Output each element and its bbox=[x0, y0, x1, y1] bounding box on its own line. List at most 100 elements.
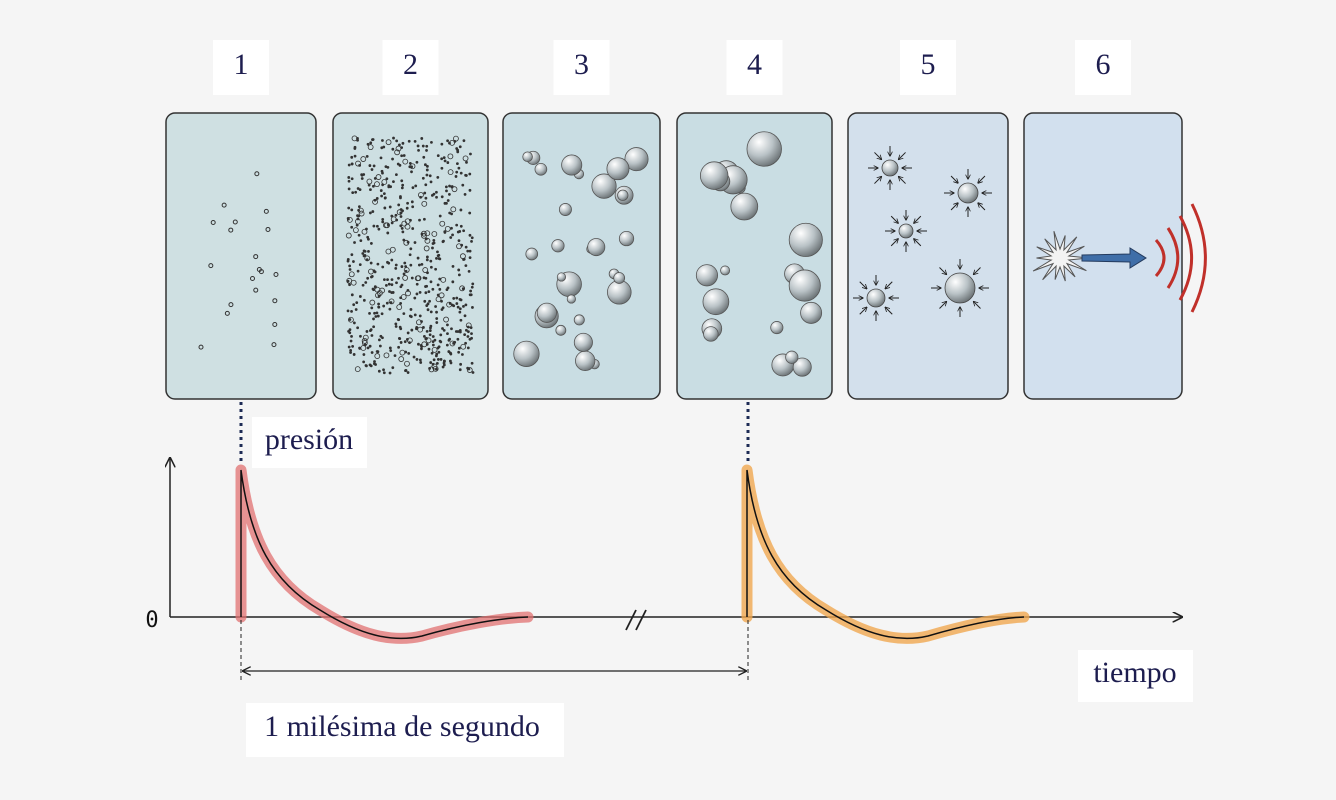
nucleus bbox=[405, 338, 409, 341]
nucleus bbox=[447, 350, 451, 353]
nucleus bbox=[422, 334, 426, 338]
label-box bbox=[252, 417, 367, 468]
nucleus bbox=[415, 358, 419, 361]
nucleus bbox=[455, 162, 459, 166]
nucleus bbox=[221, 202, 227, 208]
nucleus bbox=[397, 203, 401, 207]
pressure-pulse bbox=[235, 464, 534, 644]
nucleus bbox=[413, 296, 417, 300]
nucleus bbox=[455, 223, 459, 227]
nucleus bbox=[416, 319, 422, 326]
panel-number: 1 bbox=[234, 48, 249, 81]
nucleus bbox=[387, 261, 391, 265]
nucleus bbox=[468, 249, 472, 253]
nucleus bbox=[402, 154, 406, 157]
nucleus bbox=[346, 259, 350, 263]
nucleus bbox=[370, 351, 374, 354]
nucleus bbox=[415, 327, 418, 331]
bubble bbox=[699, 161, 729, 190]
nucleus bbox=[369, 188, 372, 192]
bubble bbox=[566, 294, 576, 304]
nucleus bbox=[453, 135, 459, 142]
nucleus bbox=[376, 262, 380, 266]
nucleus bbox=[350, 155, 354, 159]
bubble bbox=[792, 357, 812, 377]
panel bbox=[502, 112, 661, 400]
nucleus bbox=[451, 280, 455, 284]
nucleus bbox=[402, 158, 409, 165]
nucleus bbox=[391, 147, 395, 151]
nucleus bbox=[366, 346, 370, 350]
nucleus bbox=[446, 323, 449, 327]
time-label: tiempo bbox=[1093, 656, 1176, 689]
nucleus bbox=[446, 139, 449, 143]
nucleus bbox=[360, 156, 367, 162]
nucleus bbox=[397, 345, 401, 349]
nucleus bbox=[458, 310, 462, 314]
bubble bbox=[720, 265, 731, 276]
nucleus bbox=[363, 249, 367, 253]
nucleus bbox=[381, 218, 385, 221]
nucleus bbox=[396, 162, 400, 166]
bubble bbox=[587, 238, 606, 257]
nucleus bbox=[435, 361, 439, 365]
nucleus bbox=[461, 183, 465, 187]
implosion-arrow bbox=[874, 176, 881, 184]
nucleus bbox=[449, 361, 453, 365]
nucleus bbox=[388, 290, 391, 293]
nucleus bbox=[350, 279, 357, 286]
bubble bbox=[575, 350, 596, 372]
nucleus bbox=[361, 252, 365, 255]
nucleus bbox=[400, 265, 404, 268]
nucleus bbox=[397, 276, 400, 280]
nucleus bbox=[346, 309, 350, 313]
nucleus bbox=[438, 257, 442, 261]
nucleus bbox=[422, 326, 425, 329]
nucleus bbox=[435, 256, 438, 260]
panels: 1 2 3 4 5 6 bbox=[165, 40, 1207, 400]
nucleus bbox=[371, 210, 375, 213]
panel-content bbox=[1032, 203, 1207, 313]
nucleus bbox=[347, 176, 351, 179]
nucleus bbox=[437, 350, 441, 354]
pressure-label: presión bbox=[265, 423, 353, 456]
nucleus bbox=[381, 220, 385, 224]
nucleus bbox=[390, 221, 394, 225]
nucleus bbox=[372, 164, 376, 168]
nucleus bbox=[448, 184, 451, 188]
nucleus bbox=[421, 144, 425, 148]
nucleus bbox=[464, 341, 467, 345]
nucleus bbox=[359, 239, 363, 243]
nucleus bbox=[445, 343, 449, 347]
nucleus bbox=[348, 268, 352, 271]
nucleus bbox=[422, 217, 426, 221]
nucleus bbox=[457, 350, 461, 354]
implosion-arrow bbox=[890, 239, 898, 247]
nucleus bbox=[370, 306, 374, 310]
nucleus bbox=[423, 191, 427, 195]
nucleus bbox=[436, 250, 439, 254]
nucleus bbox=[382, 192, 386, 196]
nucleus bbox=[258, 269, 264, 275]
nucleus bbox=[421, 176, 425, 180]
nucleus bbox=[415, 292, 419, 296]
bubble bbox=[881, 159, 899, 177]
nucleus bbox=[394, 322, 398, 326]
nucleus bbox=[427, 347, 431, 351]
nucleus bbox=[362, 360, 366, 364]
nucleus bbox=[368, 164, 372, 167]
nucleus bbox=[423, 245, 430, 252]
nucleus bbox=[375, 350, 379, 353]
nucleus bbox=[369, 261, 373, 265]
bubble bbox=[785, 350, 799, 364]
nucleus bbox=[459, 171, 463, 175]
nucleus bbox=[443, 231, 447, 234]
nucleus bbox=[430, 194, 434, 197]
nucleus bbox=[436, 176, 440, 179]
nucleus bbox=[447, 338, 451, 342]
nucleus bbox=[349, 351, 352, 354]
nucleus bbox=[456, 305, 460, 309]
bubble bbox=[624, 147, 649, 172]
nucleus bbox=[457, 273, 461, 277]
nucleus bbox=[425, 255, 429, 259]
